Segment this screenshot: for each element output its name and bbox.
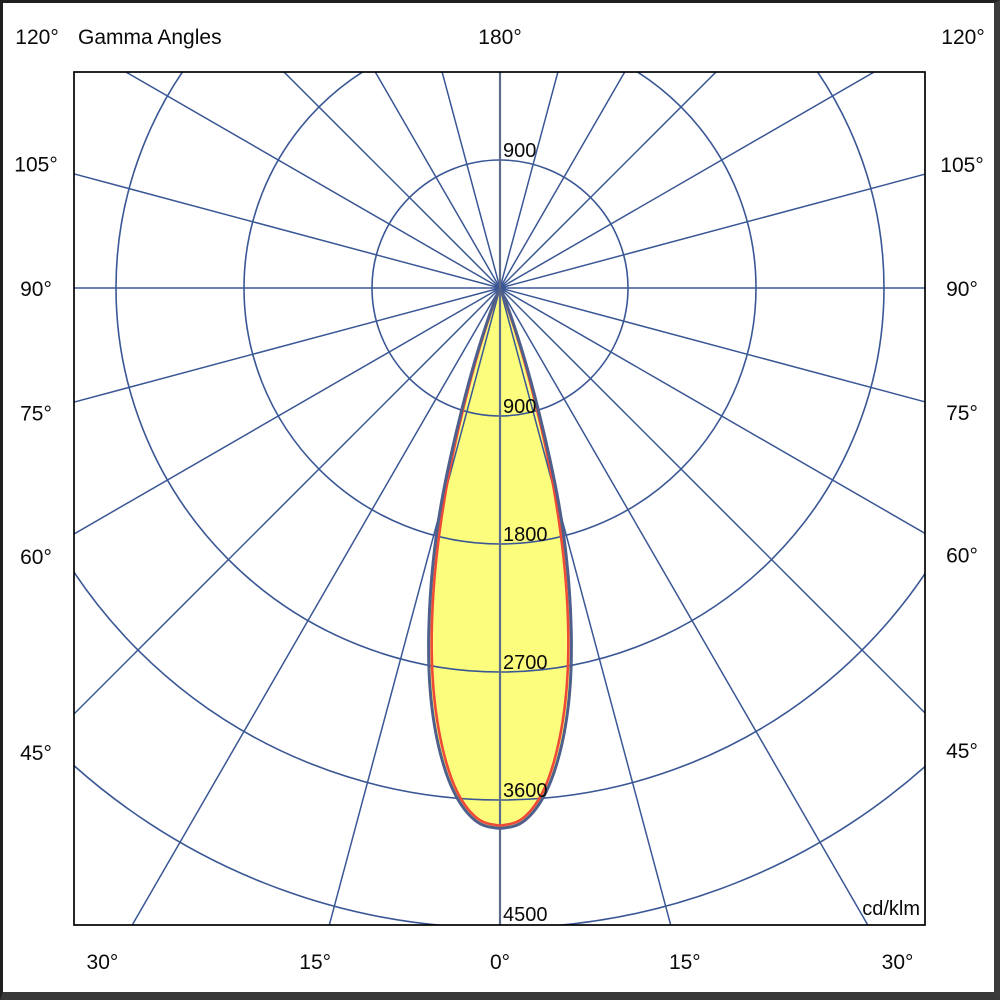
gamma-label-right-45: 45° [946, 740, 978, 763]
grid-ray-165 [499, 72, 559, 289]
radial-label-900: 900 [503, 396, 536, 418]
radial-label-2700: 2700 [503, 652, 548, 674]
grid-ray-315 [74, 287, 501, 716]
grid-ray-285 [74, 287, 501, 403]
grid-ray-240 [124, 72, 501, 289]
grid-ray-255 [74, 173, 501, 289]
gamma-label-left-75: 75° [20, 402, 52, 425]
gamma-label-bottom-30-4: 30° [882, 951, 914, 974]
gamma-label-bottom-0-2: 0° [490, 951, 510, 974]
grid-ray-330 [131, 287, 501, 925]
grid-ray-210 [374, 72, 501, 289]
grid-ray-195 [441, 72, 501, 289]
gamma-label-bottom-15-1: 15° [299, 951, 331, 974]
chart-title: Gamma Angles [78, 26, 222, 49]
gamma-label-bottom-15-3: 15° [669, 951, 701, 974]
grid-ray-150 [499, 72, 626, 289]
radial-label-4500: 4500 [503, 904, 548, 926]
gamma-label-right-90: 90° [946, 278, 978, 301]
gamma-label-top-180: 180° [478, 26, 521, 49]
gamma-label-right-60: 60° [946, 545, 978, 568]
grid-ray-60 [499, 287, 925, 535]
grid-ray-225 [282, 72, 501, 289]
gamma-label-left-90: 90° [20, 278, 52, 301]
grid-ray-75 [499, 287, 925, 403]
beam-outline-c90-c270 [427, 287, 573, 830]
grid-ray-300 [74, 287, 501, 535]
radial-label-3600: 3600 [503, 780, 548, 802]
grid-ray-120 [499, 72, 876, 289]
plot-border [73, 71, 926, 926]
grid-ray-105 [499, 173, 925, 289]
gamma-label-left-45: 45° [20, 742, 52, 765]
radial-label-top-900: 900 [503, 140, 536, 162]
unit-label: cd/klm [862, 898, 920, 920]
gamma-label-left-60: 60° [20, 546, 52, 569]
grid-ray-135 [499, 72, 718, 289]
gamma-label-left-105: 105° [14, 154, 57, 177]
grid-ray-30 [499, 287, 869, 925]
radial-label-1800: 1800 [503, 524, 548, 546]
gamma-label-top-right-120: 120° [941, 26, 984, 49]
gamma-label-bottom-30-0: 30° [87, 951, 119, 974]
gamma-label-right-105: 105° [940, 154, 983, 177]
gamma-label-right-75: 75° [946, 402, 978, 425]
grid-ray-45 [499, 287, 925, 715]
gamma-label-top-left-120: 120° [15, 26, 58, 49]
